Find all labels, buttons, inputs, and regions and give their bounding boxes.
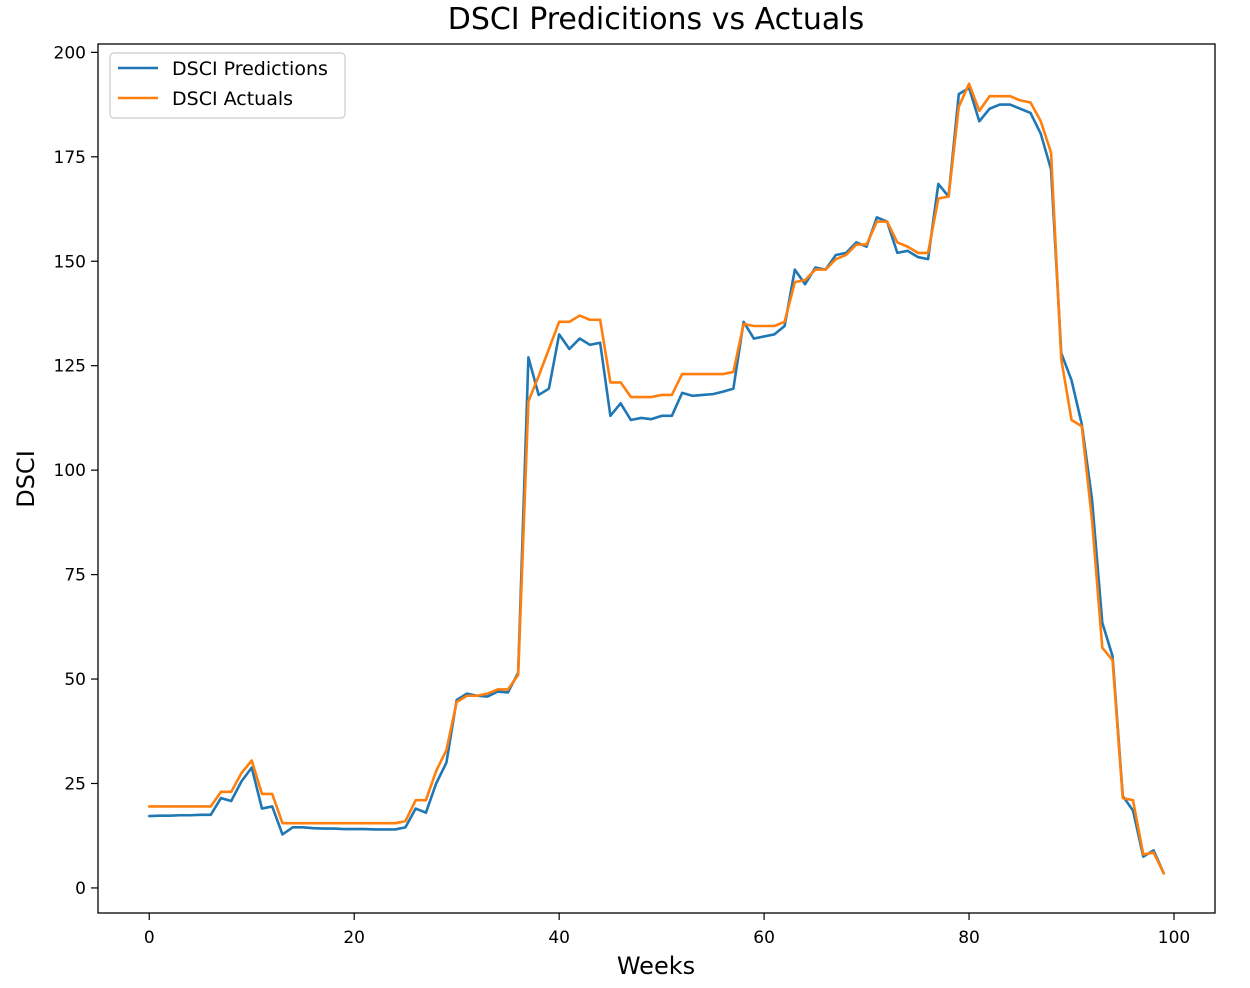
legend-label: DSCI Predictions <box>172 58 328 80</box>
y-tick-label: 0 <box>75 879 86 899</box>
x-axis: 0 20 40 60 80 100 <box>144 913 1190 948</box>
y-axis-label: DSCI <box>12 450 40 508</box>
legend-label: DSCI Actuals <box>172 88 293 110</box>
y-tick-label: 200 <box>54 43 86 63</box>
y-tick-label: 175 <box>54 148 86 168</box>
y-tick-label: 75 <box>64 566 86 586</box>
y-tick-label: 125 <box>54 357 86 377</box>
x-tick-label: 80 <box>958 928 980 948</box>
x-axis-label: Weeks <box>617 952 695 980</box>
legend: DSCI Predictions DSCI Actuals <box>109 52 346 119</box>
plot-frame <box>97 43 1216 914</box>
series-line-actuals <box>147 82 1166 875</box>
series-line-predictions <box>147 86 1166 875</box>
y-tick-label: 150 <box>54 252 86 272</box>
x-tick-label: 0 <box>144 928 155 948</box>
y-tick-label: 25 <box>64 774 86 794</box>
y-tick-label: 100 <box>54 461 86 481</box>
y-axis: 0 25 50 75 100 125 150 175 200 <box>54 43 98 899</box>
x-tick-label: 60 <box>753 928 775 948</box>
y-tick-label: 50 <box>64 670 86 690</box>
x-tick-label: 40 <box>548 928 570 948</box>
legend-box <box>109 52 346 119</box>
chart-title: DSCI Predicitions vs Actuals <box>448 2 865 37</box>
x-tick-label: 20 <box>343 928 365 948</box>
x-tick-label: 100 <box>1158 928 1190 948</box>
plot-area <box>147 82 1166 875</box>
